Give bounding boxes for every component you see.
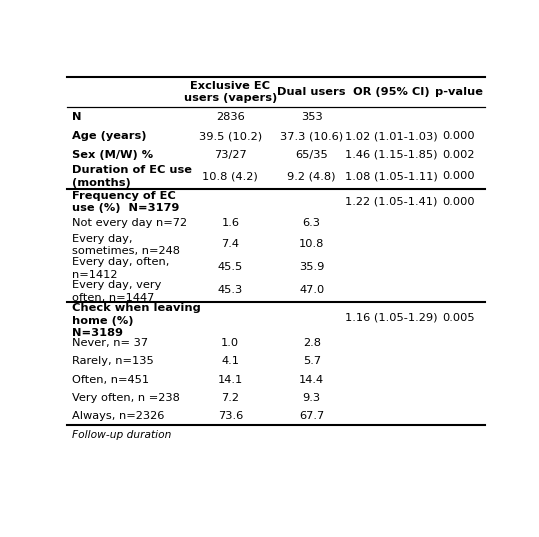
Text: 10.8: 10.8 xyxy=(299,239,324,249)
Text: 45.5: 45.5 xyxy=(218,262,243,272)
Text: Every day, very
often, n=1447: Every day, very often, n=1447 xyxy=(72,280,161,303)
Text: 4.1: 4.1 xyxy=(222,357,239,366)
Text: 0.002: 0.002 xyxy=(443,150,475,160)
Text: Not every day n=72: Not every day n=72 xyxy=(72,218,186,228)
Text: Exclusive EC
users (vapers): Exclusive EC users (vapers) xyxy=(184,81,277,103)
Text: 7.2: 7.2 xyxy=(222,393,239,403)
Text: 6.3: 6.3 xyxy=(303,218,321,228)
Text: Duration of EC use
(months): Duration of EC use (months) xyxy=(72,165,191,188)
Text: Every day, often,
n=1412: Every day, often, n=1412 xyxy=(72,257,169,280)
Text: Always, n=2326: Always, n=2326 xyxy=(72,411,164,421)
Text: 2.8: 2.8 xyxy=(303,338,321,348)
Text: Very often, n =238: Very often, n =238 xyxy=(72,393,179,403)
Text: 10.8 (4.2): 10.8 (4.2) xyxy=(203,171,258,182)
Text: 0.005: 0.005 xyxy=(443,313,475,323)
Text: 7.4: 7.4 xyxy=(222,239,239,249)
Text: Never, n= 37: Never, n= 37 xyxy=(72,338,148,348)
Text: Follow-up duration: Follow-up duration xyxy=(72,430,171,440)
Text: 1.16 (1.05-1.29): 1.16 (1.05-1.29) xyxy=(345,313,437,323)
Text: 0.000: 0.000 xyxy=(443,171,475,182)
Text: 1.6: 1.6 xyxy=(222,218,239,228)
Text: N: N xyxy=(72,112,81,121)
Text: Often, n=451: Often, n=451 xyxy=(72,374,149,384)
Text: Frequency of EC
use (%)  N=3179: Frequency of EC use (%) N=3179 xyxy=(72,191,179,213)
Text: 353: 353 xyxy=(301,112,323,121)
Text: 0.000: 0.000 xyxy=(443,132,475,141)
Text: 9.3: 9.3 xyxy=(303,393,321,403)
Text: Check when leaving
home (%)
N=3189: Check when leaving home (%) N=3189 xyxy=(72,303,201,338)
Text: 45.3: 45.3 xyxy=(218,285,243,295)
Text: 14.4: 14.4 xyxy=(299,374,324,384)
Text: 37.3 (10.6): 37.3 (10.6) xyxy=(280,132,343,141)
Text: p-value: p-value xyxy=(435,87,483,97)
Text: Dual users: Dual users xyxy=(278,87,346,97)
Text: Every day,
sometimes, n=248: Every day, sometimes, n=248 xyxy=(72,234,179,256)
Text: 9.2 (4.8): 9.2 (4.8) xyxy=(287,171,336,182)
Text: 14.1: 14.1 xyxy=(218,374,243,384)
Text: 73.6: 73.6 xyxy=(218,411,243,421)
Text: Rarely, n=135: Rarely, n=135 xyxy=(72,357,153,366)
Text: 67.7: 67.7 xyxy=(299,411,324,421)
Text: 1.02 (1.01-1.03): 1.02 (1.01-1.03) xyxy=(345,132,438,141)
Text: 1.0: 1.0 xyxy=(221,338,239,348)
Text: 1.08 (1.05-1.11): 1.08 (1.05-1.11) xyxy=(345,171,438,182)
Text: Sex (M/W) %: Sex (M/W) % xyxy=(72,150,153,160)
Text: 65/35: 65/35 xyxy=(295,150,328,160)
Text: Age (years): Age (years) xyxy=(72,132,146,141)
Text: 35.9: 35.9 xyxy=(299,262,324,272)
Text: OR (95% CI): OR (95% CI) xyxy=(353,87,430,97)
Text: 47.0: 47.0 xyxy=(299,285,324,295)
Text: 39.5 (10.2): 39.5 (10.2) xyxy=(199,132,262,141)
Text: 0.000: 0.000 xyxy=(443,197,475,207)
Text: 1.22 (1.05-1.41): 1.22 (1.05-1.41) xyxy=(345,197,437,207)
Text: 5.7: 5.7 xyxy=(303,357,321,366)
Text: 2836: 2836 xyxy=(216,112,245,121)
Text: 73/27: 73/27 xyxy=(214,150,247,160)
Text: 1.46 (1.15-1.85): 1.46 (1.15-1.85) xyxy=(345,150,437,160)
